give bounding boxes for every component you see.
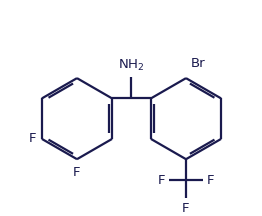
Text: NH$_2$: NH$_2$ <box>118 58 145 73</box>
Text: Br: Br <box>191 57 205 70</box>
Text: F: F <box>73 166 81 179</box>
Text: F: F <box>157 174 165 187</box>
Text: F: F <box>29 132 36 145</box>
Text: F: F <box>207 174 215 187</box>
Text: F: F <box>182 202 190 215</box>
